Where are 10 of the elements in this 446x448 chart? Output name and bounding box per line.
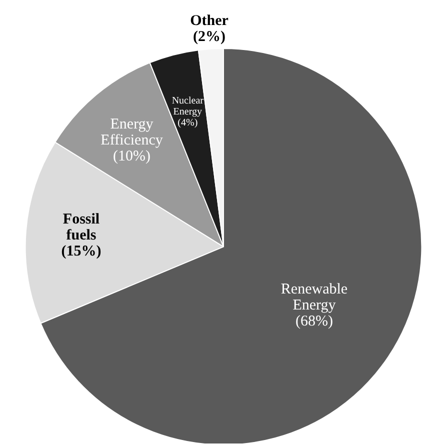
data-label: (15%)	[61, 244, 102, 260]
slice-label: Nuclear Energy	[172, 96, 204, 118]
slice-label: Other	[190, 13, 229, 30]
data-label: (10%)	[113, 148, 151, 164]
slice-label: Fossil fuels	[62, 212, 100, 244]
data-label: (2%)	[193, 29, 226, 46]
data-label: (4%)	[178, 118, 198, 129]
data-label: (68%)	[296, 313, 334, 330]
slice-label: Energy Efficiency	[100, 116, 164, 148]
slice-label: Renewable Energy	[280, 281, 348, 314]
